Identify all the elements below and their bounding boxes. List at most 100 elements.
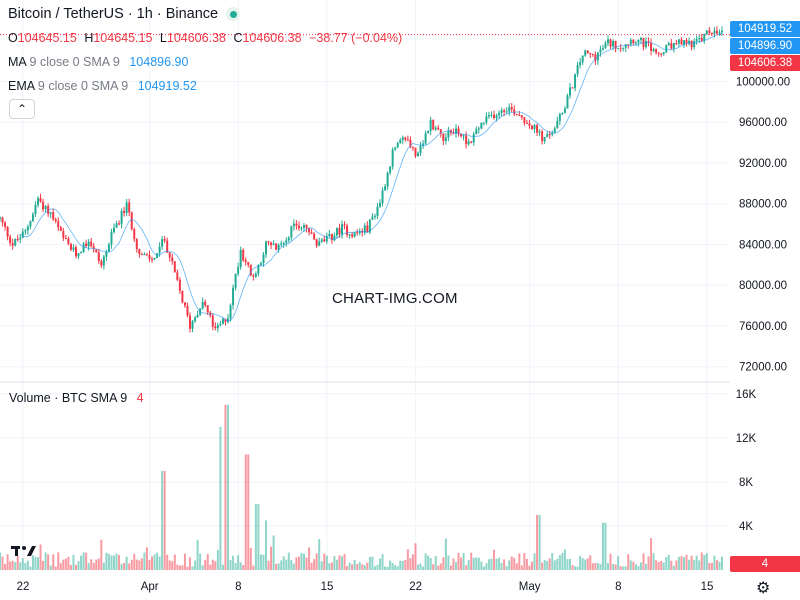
candle-body	[295, 223, 298, 226]
volume-bar	[105, 552, 108, 570]
candle-body	[158, 246, 161, 254]
open-value: 104645.15	[17, 31, 77, 45]
candle-body	[528, 123, 531, 126]
volume-bar	[465, 565, 468, 570]
high-value: 104645.15	[93, 31, 153, 45]
candle-body	[292, 223, 295, 227]
candle-body	[373, 215, 376, 217]
ema-legend[interactable]: EMA 9 close 0 SMA 9 104919.52	[8, 79, 197, 93]
volume-bar	[599, 564, 602, 570]
candle-body	[67, 238, 70, 244]
volume-bar	[655, 560, 658, 570]
volume-bar	[487, 559, 490, 570]
candle-body	[470, 141, 473, 143]
candle-body	[670, 43, 673, 49]
volume-bar	[335, 559, 338, 570]
volume-bar	[47, 554, 50, 570]
volume-bar	[272, 535, 275, 570]
time-tick-label: 15	[321, 581, 334, 593]
candle-body	[341, 224, 343, 235]
volume-bar	[11, 560, 14, 570]
volume-bar	[285, 559, 288, 570]
candle-body	[409, 139, 412, 148]
volume-bar	[442, 557, 445, 570]
candle-body	[194, 317, 197, 322]
candle-body	[123, 211, 126, 213]
candle-body	[242, 249, 245, 261]
candle-body	[493, 114, 495, 118]
tradingview-logo-icon[interactable]	[10, 540, 40, 560]
candle-body	[42, 201, 45, 210]
candle-body	[389, 166, 392, 173]
ema-value: 104919.52	[137, 79, 197, 93]
volume-bar	[485, 563, 488, 570]
candle-body	[533, 125, 536, 129]
price-axis[interactable]: 72000.00 76000.00 80000.00 84000.00 88000.00…	[736, 76, 790, 373]
candle-body	[693, 41, 696, 48]
collapse-legend-button[interactable]: ⌃	[9, 99, 35, 119]
candle-body	[477, 128, 480, 130]
volume-bar	[665, 557, 668, 570]
candle-body	[244, 260, 247, 263]
candle-body	[300, 227, 303, 229]
volume-bar	[422, 566, 425, 570]
candle-body	[652, 49, 655, 51]
candle-body	[495, 115, 498, 118]
price-tick-label: 84000.00	[739, 239, 787, 251]
volume-bar	[166, 554, 169, 570]
candle-body	[0, 217, 1, 220]
candle-body	[427, 130, 430, 134]
time-tick-label: May	[519, 581, 541, 593]
candle-body	[406, 139, 409, 141]
symbol-title[interactable]: Bitcoin / TetherUS · 1h · Binance	[8, 6, 241, 22]
candle-body	[77, 253, 80, 257]
volume-bar	[295, 557, 298, 570]
volume-bar	[49, 565, 52, 570]
candle-body	[541, 131, 544, 142]
candle-body	[333, 235, 336, 241]
candle-body	[44, 206, 47, 210]
candle-body	[247, 262, 250, 265]
candle-body	[424, 133, 427, 144]
candle-body	[622, 47, 625, 49]
candle-body	[503, 110, 506, 112]
candle-body	[216, 325, 219, 329]
volume-legend[interactable]: Volume · BTC SMA 9 4	[9, 391, 144, 405]
volume-bar	[525, 558, 528, 570]
ma-legend[interactable]: MA 9 close 0 SMA 9 104896.90	[8, 55, 188, 69]
price-tick-label: 88000.00	[739, 199, 787, 211]
volume-bar	[556, 558, 559, 570]
volume-bar	[414, 543, 417, 570]
volume-bar	[343, 553, 346, 570]
gear-icon[interactable]: ⚙	[756, 580, 771, 597]
candle-body	[718, 32, 721, 34]
volume-bar	[214, 561, 217, 570]
volume-bar	[718, 561, 721, 570]
candle-body	[675, 43, 678, 45]
volume-bar	[376, 564, 379, 570]
volume-bar	[477, 557, 480, 570]
candle-body	[323, 239, 326, 242]
time-axis[interactable]: 22 Apr 8 15 22 May 8 15	[17, 581, 714, 593]
candle-body	[166, 240, 169, 253]
candle-body	[72, 247, 75, 250]
volume-bar	[102, 562, 105, 570]
volume-bar	[596, 563, 599, 570]
volume-tick-label: 12K	[736, 433, 757, 445]
candle-body	[113, 227, 115, 233]
candle-body	[87, 241, 90, 247]
candle-body	[100, 260, 103, 266]
volume-bar	[700, 552, 703, 570]
high-key: H	[84, 31, 94, 45]
candle-body	[584, 50, 587, 56]
candle-body	[204, 301, 207, 306]
candle-body	[229, 305, 232, 319]
volume-bar	[652, 553, 655, 570]
volume-bar	[24, 563, 27, 570]
volume-axis[interactable]: 4K 8K 12K 16K	[736, 389, 757, 533]
candle-body	[442, 133, 445, 141]
volume-bar	[158, 556, 161, 570]
candle-body	[487, 114, 490, 117]
candle-body	[498, 112, 501, 116]
